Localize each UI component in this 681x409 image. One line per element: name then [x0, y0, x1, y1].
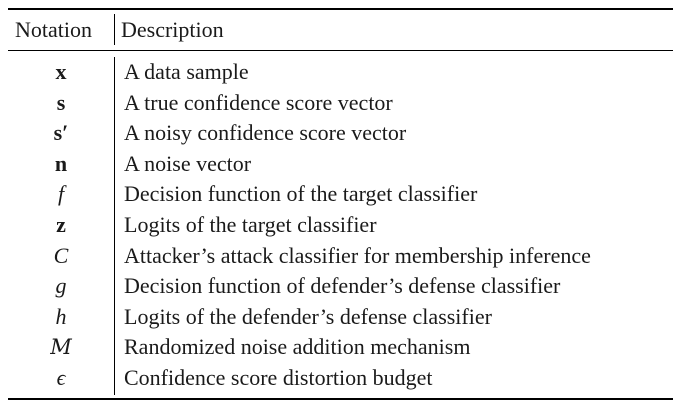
- table-header-rule: [8, 50, 673, 51]
- notation-cell: s: [56, 89, 66, 115]
- notation-cell: g: [55, 273, 67, 299]
- header-column-divider: [114, 14, 115, 45]
- description-cell: Logits of the defender’s defense classif…: [124, 303, 492, 329]
- table-header-row: Notation Description: [0, 14, 681, 45]
- notation-cell: ϵ: [56, 364, 66, 390]
- description-cell: Decision function of defender’s defense …: [124, 273, 561, 299]
- notation-cell: x: [55, 59, 67, 84]
- description-cell: Decision function of the target classifi…: [124, 181, 478, 207]
- description-cell: Attacker’s attack classifier for members…: [124, 242, 591, 268]
- description-cell: A data sample: [124, 59, 249, 84]
- description-header: Description: [121, 17, 224, 42]
- table-row: C Attacker’s attack classifier for membe…: [0, 241, 681, 272]
- table-row: ϵ Confidence score distortion budget: [0, 363, 681, 394]
- table-bottom-rule: [8, 398, 673, 400]
- table-row: f Decision function of the target classi…: [0, 179, 681, 210]
- table-row: s′ A noisy confidence score vector: [0, 118, 681, 149]
- notation-cell: z: [56, 211, 66, 237]
- description-cell: Randomized noise addition mechanism: [124, 334, 471, 360]
- table-top-rule: [8, 8, 673, 10]
- notation-cell: M: [50, 335, 72, 360]
- table-row: n A noise vector: [0, 149, 681, 180]
- table-row: x A data sample: [0, 57, 681, 88]
- table-row: g Decision function of defender’s defens…: [0, 271, 681, 302]
- table-row: z Logits of the target classifier: [0, 210, 681, 241]
- notation-cell: f: [57, 181, 65, 207]
- table-row: h Logits of the defender’s defense class…: [0, 302, 681, 333]
- table-row: M Randomized noise addition mechanism: [0, 332, 681, 363]
- table-body: x A data sample s A true confidence scor…: [0, 57, 681, 394]
- description-cell: A noisy confidence score vector: [124, 120, 407, 146]
- notation-cell: C: [53, 242, 69, 268]
- description-cell: Logits of the target classifier: [124, 211, 377, 237]
- notation-cell: s′: [53, 120, 69, 146]
- notation-cell: h: [55, 303, 67, 329]
- description-cell: A noise vector: [124, 150, 252, 176]
- body-column-divider: [114, 57, 115, 395]
- description-cell: A true confidence score vector: [124, 89, 393, 115]
- table-row: s A true confidence score vector: [0, 88, 681, 119]
- description-cell: Confidence score distortion budget: [124, 364, 433, 390]
- notation-header: Notation: [15, 17, 92, 42]
- notation-cell: n: [54, 150, 68, 176]
